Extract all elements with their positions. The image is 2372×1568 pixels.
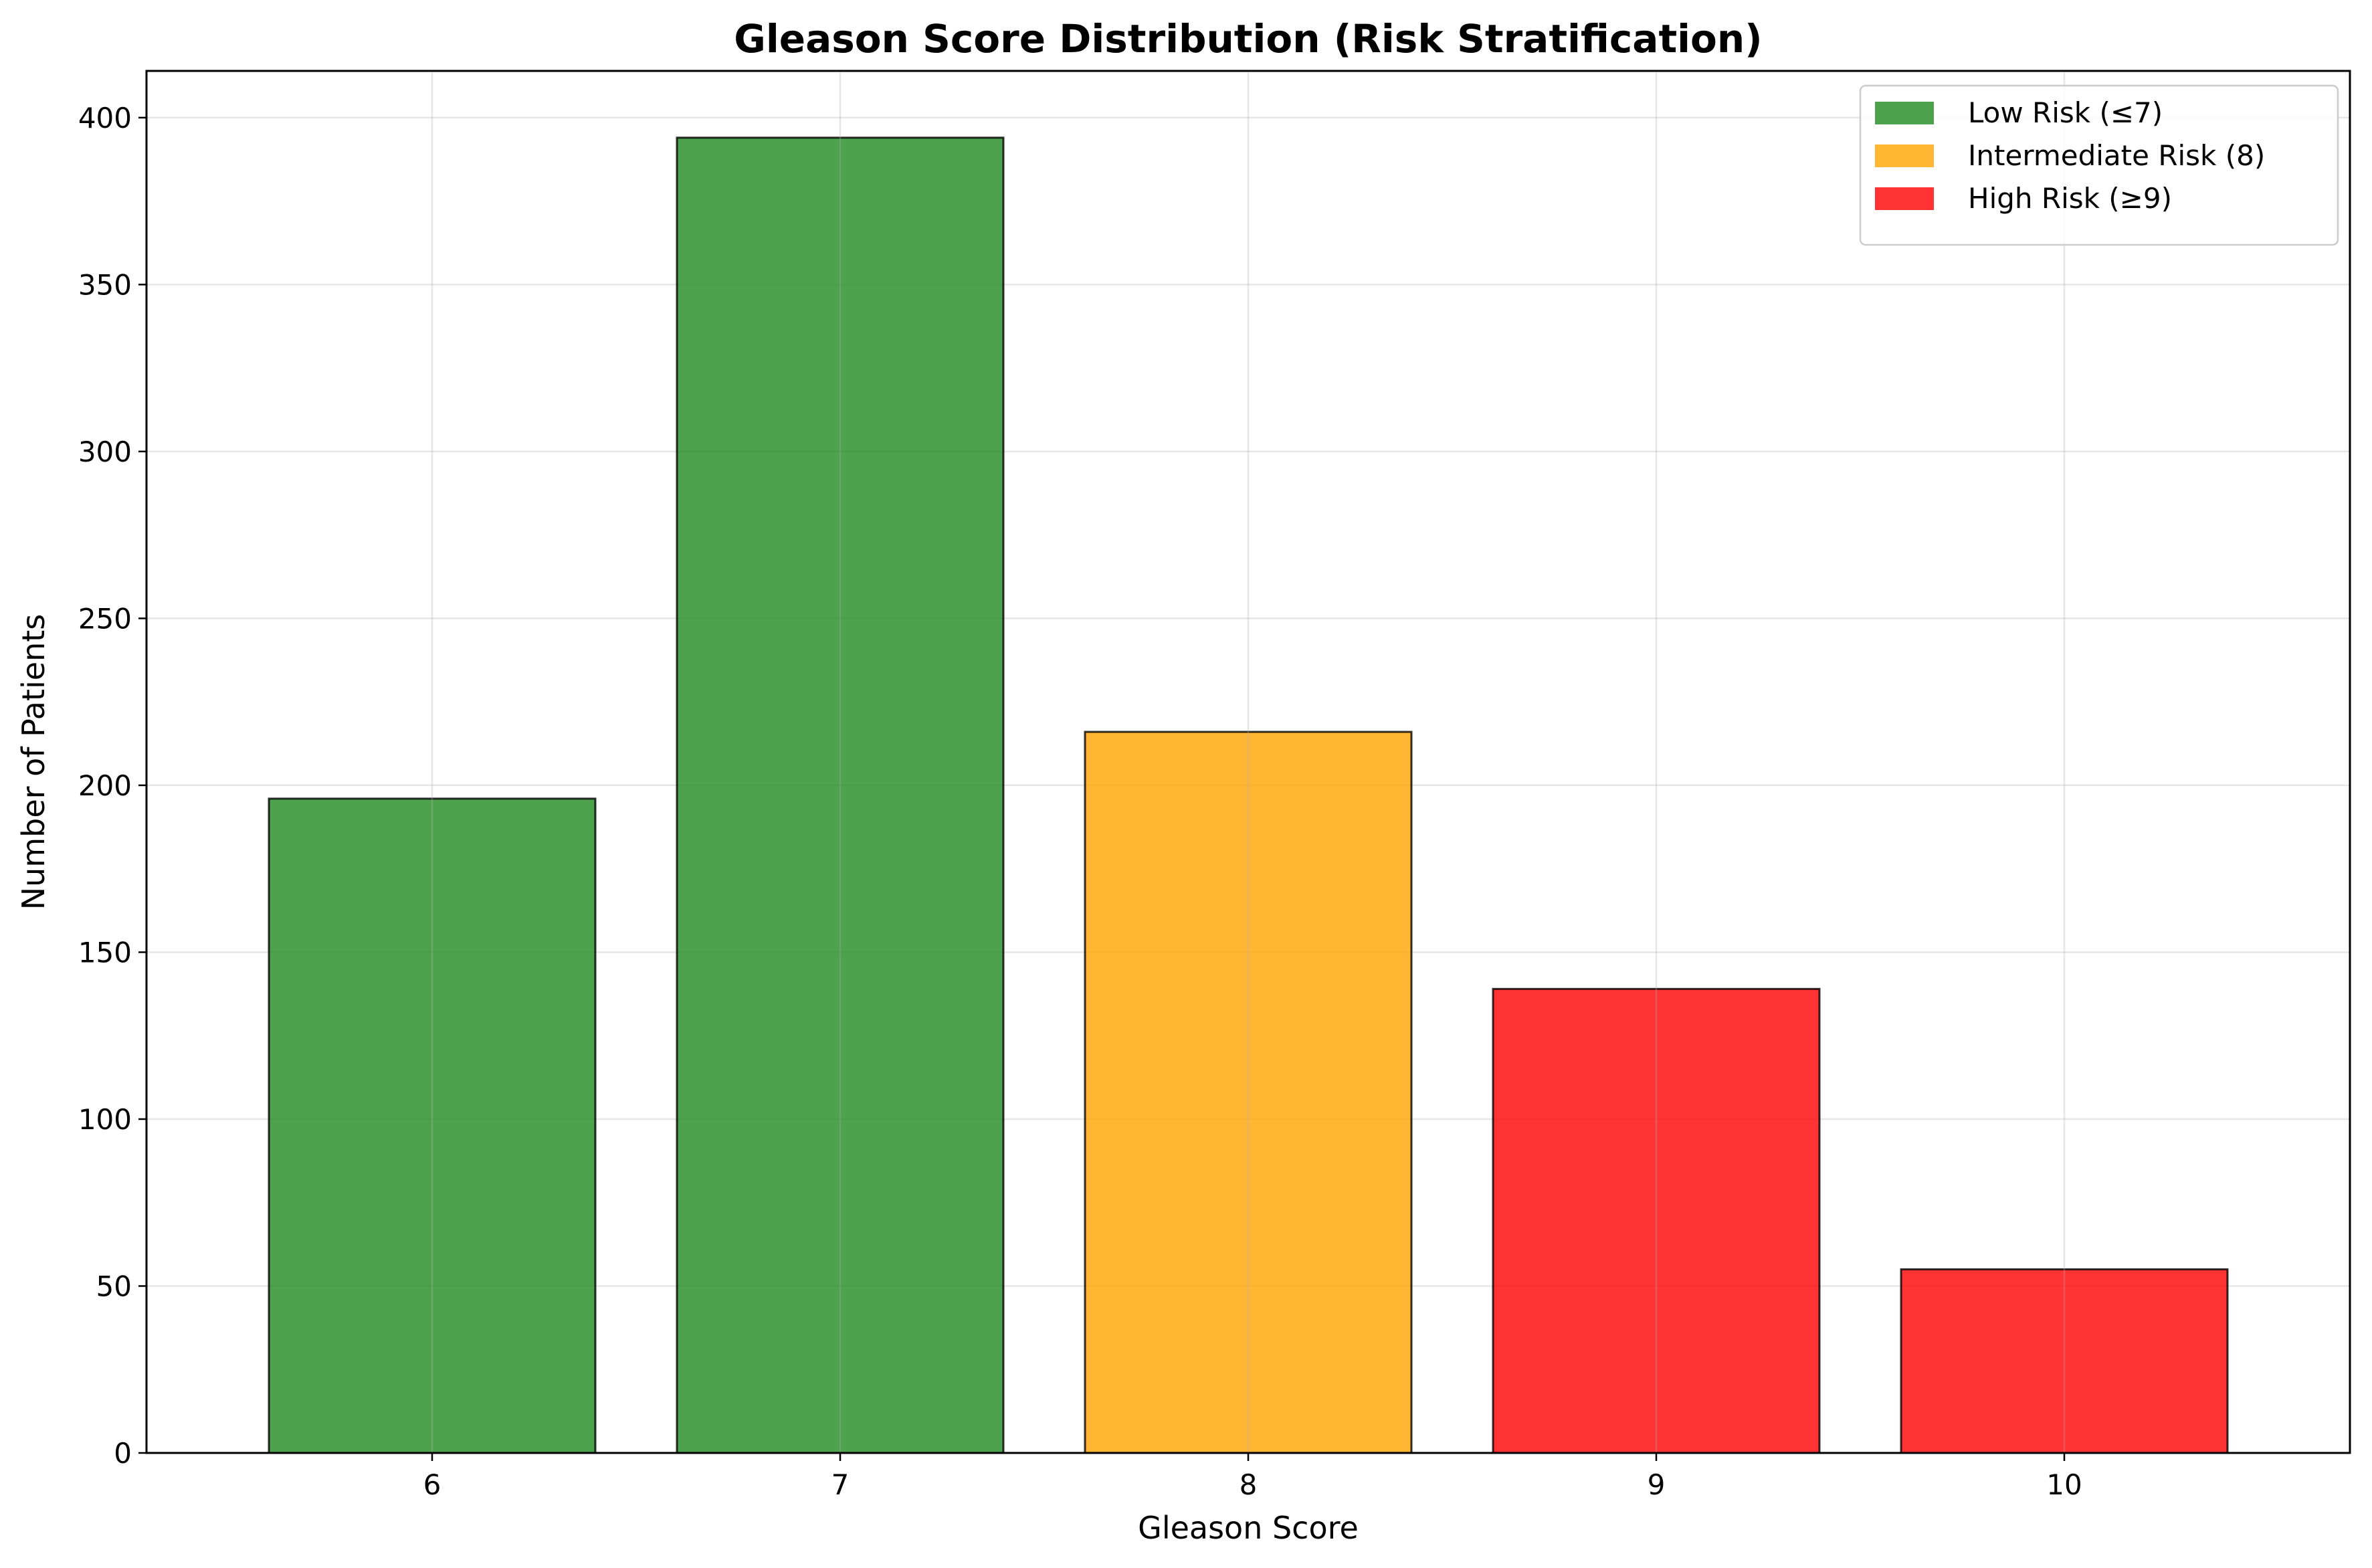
y-tick-label: 100 (78, 1103, 132, 1136)
legend-label: High Risk (≥9) (1968, 182, 2172, 215)
y-tick-label: 250 (78, 602, 132, 635)
y-tick-label: 0 (114, 1437, 132, 1470)
legend: Low Risk (≤7) Intermediate Risk (8) High R… (1859, 84, 2339, 246)
y-tick-label: 300 (78, 435, 132, 468)
legend-frame (1859, 84, 2339, 246)
y-axis-label: Number of Patients (15, 614, 52, 910)
x-axis-label: Gleason Score (1138, 1510, 1359, 1546)
y-tick-label: 50 (96, 1270, 132, 1302)
bar-6 (268, 797, 597, 1454)
legend-swatch (1875, 102, 1934, 124)
chart-title: Gleason Score Distribution (Risk Stratif… (734, 16, 1762, 62)
y-tick-label: 350 (78, 268, 132, 301)
legend-entries: Low Risk (≤7) Intermediate Risk (8) High R… (1875, 96, 2265, 215)
x-tick-label: 9 (1648, 1468, 1666, 1501)
x-tick-label: 8 (1240, 1468, 1258, 1501)
legend-swatch (1875, 187, 1934, 210)
y-tick-label: 150 (78, 936, 132, 969)
x-tick-label: 10 (2046, 1468, 2082, 1501)
legend-label: Intermediate Risk (8) (1968, 139, 2265, 172)
ticks-layer: 0 50 100 150 200 250 300 350 400 6 7 8 9 10 (78, 102, 2082, 1501)
bar-7 (676, 136, 1005, 1454)
x-tick-label: 6 (423, 1468, 441, 1501)
legend-swatch (1875, 144, 1934, 167)
y-tick-label: 200 (78, 769, 132, 802)
bars-layer (268, 71, 2229, 1454)
x-tick-label: 7 (831, 1468, 850, 1501)
legend-label: Low Risk (≤7) (1968, 96, 2163, 129)
y-tick-label: 400 (78, 102, 132, 134)
